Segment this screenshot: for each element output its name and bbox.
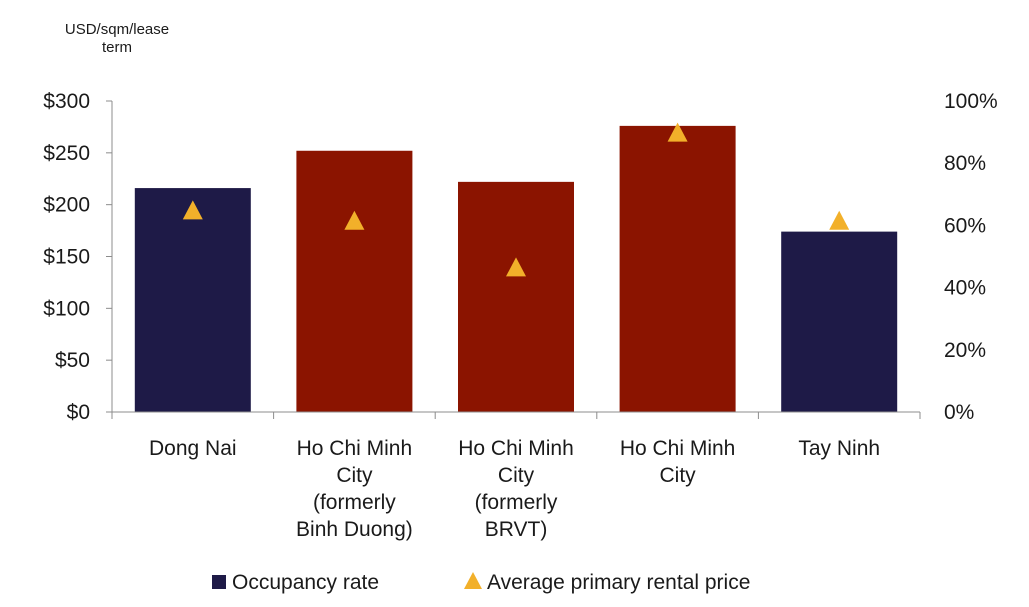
rental-price-marker (667, 122, 688, 142)
legend: Occupancy rate Average primary rental pri… (212, 571, 750, 594)
legend-label: Occupancy rate (232, 571, 379, 594)
left-tick-label: $0 (67, 401, 90, 424)
category-label: Ho Chi Minh City (formerly BRVT) (458, 437, 574, 541)
left-tick-label: $50 (55, 349, 90, 372)
occupancy-bar (619, 125, 736, 412)
category-label: Ho Chi Minh City (formerly Binh Duong) (296, 437, 413, 541)
right-tick-label: 60% (944, 214, 986, 237)
left-tick-label: $300 (43, 90, 90, 113)
left-tick-label: $150 (43, 246, 90, 269)
category-label: Dong Nai (149, 437, 237, 460)
right-tick-label: 20% (944, 339, 986, 362)
category-label: Tay Ninh (798, 437, 880, 460)
rental-price-marker (182, 200, 203, 220)
right-axis: 0% 20% 40% 60% 80% 100% (944, 90, 998, 424)
x-axis: Dong Nai Ho Chi Minh City (formerly Binh Duo… (111, 411, 921, 541)
left-tick-label: $200 (43, 194, 90, 217)
markers (182, 122, 850, 277)
rental-price-marker (344, 210, 365, 230)
right-tick-label: 100% (944, 90, 998, 113)
legend-swatch-square (212, 575, 226, 589)
occupancy-bar (458, 181, 574, 412)
units-label-line: USD/sqm/lease (65, 21, 169, 38)
rental-price-marker (829, 210, 850, 230)
occupancy-bar (781, 231, 898, 412)
rental-price-marker (506, 257, 526, 277)
left-tick-label: $100 (43, 297, 90, 320)
right-tick-label: 40% (944, 277, 986, 300)
legend-label: Average primary rental price (487, 571, 750, 594)
occupancy-bar (296, 150, 413, 412)
right-tick-label: 0% (944, 401, 974, 424)
units-label-line: term (102, 39, 132, 56)
bars (134, 125, 898, 412)
category-label: Ho Chi Minh City (620, 437, 736, 487)
occupancy-bar (134, 188, 251, 412)
left-tick-label: $250 (43, 142, 90, 165)
right-tick-label: 80% (944, 152, 986, 175)
legend-swatch-triangle (464, 572, 482, 589)
left-axis: $0 $50 $100 $150 $200 $250 $300 (43, 90, 113, 424)
